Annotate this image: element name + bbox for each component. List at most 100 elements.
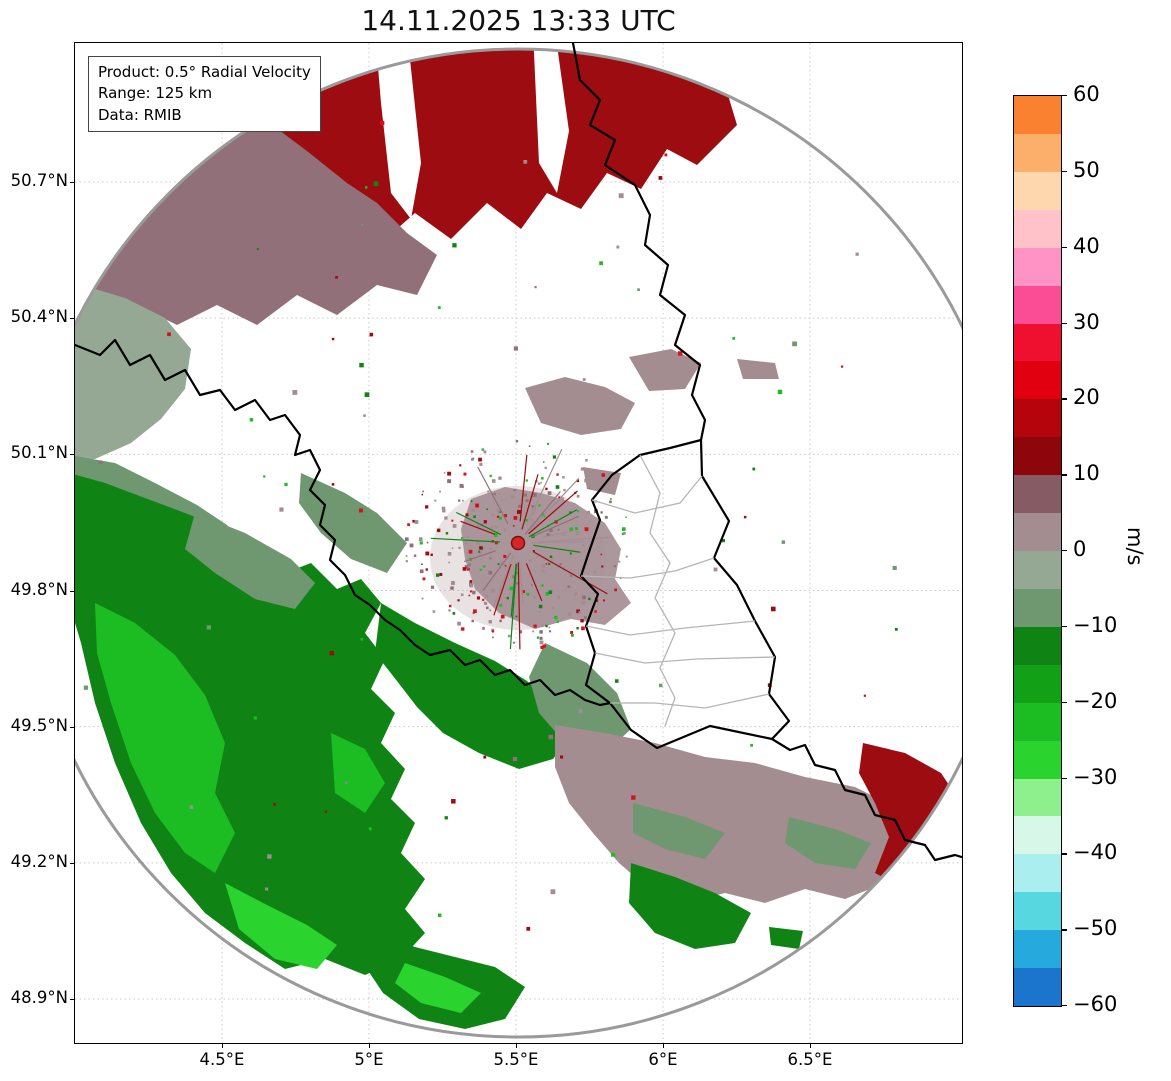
radar-bin bbox=[561, 497, 564, 500]
radar-bin bbox=[422, 494, 424, 496]
radar-bin bbox=[484, 520, 487, 523]
radar-bin bbox=[584, 479, 588, 483]
radar-bin bbox=[365, 186, 367, 188]
radar-bin bbox=[239, 887, 241, 889]
radar-bin bbox=[560, 755, 563, 758]
radar-bin bbox=[369, 827, 372, 830]
radar-bin bbox=[479, 553, 481, 555]
radar-bin bbox=[577, 495, 580, 498]
radar-bin bbox=[450, 586, 453, 589]
radar-bin bbox=[538, 482, 540, 484]
radar-bin bbox=[578, 709, 582, 713]
radar-bin bbox=[554, 616, 557, 619]
radar-bin bbox=[423, 577, 426, 580]
velocity-region-south-east-green-small bbox=[769, 927, 803, 949]
lat-tick-mark bbox=[70, 999, 75, 1000]
colorbar-unit-label: m/s bbox=[1123, 527, 1147, 565]
velocity-region-east-mauve-2 bbox=[629, 349, 701, 391]
velocity-region-east-mauve-3 bbox=[737, 359, 779, 379]
lon-tick-label: 5.5°E bbox=[476, 1050, 556, 1069]
radar-bin bbox=[491, 589, 495, 593]
colorbar-tick-mark bbox=[1061, 95, 1067, 96]
colorbar-segment bbox=[1014, 172, 1061, 210]
radar-bin bbox=[490, 526, 493, 529]
colorbar-segment bbox=[1014, 248, 1061, 286]
colorbar-segment bbox=[1014, 854, 1061, 892]
radar-bin bbox=[575, 527, 578, 530]
radar-bin bbox=[422, 491, 424, 493]
info-range: Range: 125 km bbox=[98, 83, 311, 104]
radar-bin bbox=[552, 607, 554, 609]
radar-bin bbox=[332, 338, 334, 340]
radar-bin bbox=[569, 573, 571, 575]
radar-bin bbox=[616, 246, 619, 249]
colorbar-segment bbox=[1014, 665, 1061, 703]
radar-bin bbox=[452, 547, 454, 549]
colorbar-segment bbox=[1014, 968, 1061, 1006]
radar-bin bbox=[501, 615, 505, 619]
colorbar-tick-label: −30 bbox=[1073, 765, 1117, 789]
colorbar-segment bbox=[1014, 627, 1061, 665]
radar-bin bbox=[545, 625, 547, 627]
radar-bin bbox=[526, 499, 529, 502]
radar-bin bbox=[470, 590, 472, 592]
radar-bin bbox=[563, 489, 565, 491]
radar-bin bbox=[581, 468, 584, 471]
radar-bin bbox=[250, 418, 253, 421]
radar-bin bbox=[444, 472, 446, 474]
radar-bin bbox=[431, 554, 433, 556]
colorbar-tick-label: 40 bbox=[1073, 234, 1100, 258]
radar-bin bbox=[447, 472, 451, 476]
radar-bin bbox=[431, 586, 434, 589]
radar-bin bbox=[427, 542, 429, 544]
radar-bin bbox=[425, 552, 429, 556]
radar-bin bbox=[599, 261, 603, 265]
radar-bin bbox=[538, 504, 540, 506]
radar-bin bbox=[446, 532, 448, 534]
radar-bin bbox=[553, 455, 556, 458]
radar-bin bbox=[99, 460, 102, 463]
radar-bin bbox=[516, 616, 518, 618]
radar-bin bbox=[470, 580, 473, 583]
radar-bin bbox=[618, 561, 620, 563]
info-box: Product: 0.5° Radial Velocity Range: 125… bbox=[88, 56, 321, 132]
info-source: Data: RMIB bbox=[98, 105, 311, 126]
radar-bin bbox=[461, 593, 464, 596]
colorbar-tick-label: −50 bbox=[1073, 916, 1117, 940]
radar-bin bbox=[510, 587, 514, 591]
lat-tick-label: 49.2°N bbox=[11, 852, 68, 871]
radar-bin bbox=[501, 499, 503, 501]
radar-bin bbox=[490, 475, 492, 477]
colorbar-tick-label: 50 bbox=[1073, 158, 1100, 182]
radar-bin bbox=[516, 440, 518, 442]
radar-bin bbox=[864, 695, 866, 697]
lat-tick-mark bbox=[70, 863, 75, 864]
radar-bin bbox=[513, 757, 517, 761]
radar-bin bbox=[626, 556, 628, 558]
radar-site-marker bbox=[512, 537, 525, 550]
radar-bin bbox=[543, 461, 545, 463]
colorbar-tick-mark bbox=[1061, 626, 1067, 627]
radar-bin bbox=[582, 544, 584, 546]
colorbar-segment bbox=[1014, 361, 1061, 399]
radar-bin bbox=[407, 523, 410, 526]
lon-tick-label: 4.5°E bbox=[182, 1050, 262, 1069]
radar-bin bbox=[541, 564, 545, 568]
radar-bin bbox=[363, 414, 365, 416]
radar-bin bbox=[452, 243, 456, 247]
radar-bin bbox=[582, 601, 586, 605]
radar-bin bbox=[476, 541, 480, 545]
radar-bin bbox=[365, 392, 370, 397]
radar-bin bbox=[439, 491, 441, 493]
radar-bin bbox=[419, 537, 423, 541]
radar-bin bbox=[576, 531, 580, 535]
radar-bin bbox=[438, 914, 441, 917]
lat-tick-mark bbox=[70, 182, 75, 183]
radar-bin bbox=[461, 537, 463, 539]
radar-bin bbox=[471, 500, 473, 502]
radar-bin bbox=[513, 525, 515, 527]
lat-tick-label: 49.5°N bbox=[11, 716, 68, 735]
radar-bin bbox=[465, 541, 468, 544]
radar-bin bbox=[410, 264, 415, 269]
radar-bin bbox=[453, 612, 456, 615]
